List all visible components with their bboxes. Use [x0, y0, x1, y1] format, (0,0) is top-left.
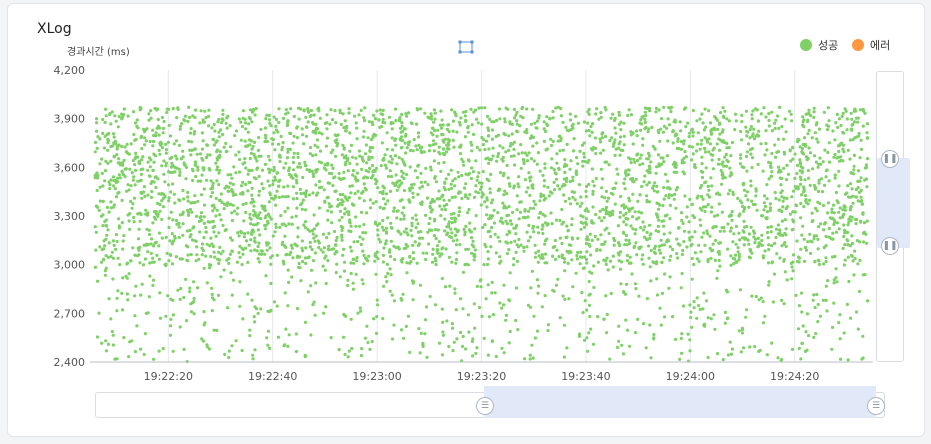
legend-label-success: 성공	[818, 39, 839, 52]
horizontal-range-selection[interactable]	[484, 386, 876, 418]
card-title: XLog	[37, 21, 72, 37]
vertical-range-bottom-handle[interactable]: ❚❚	[881, 237, 899, 255]
vertical-range-selection[interactable]	[877, 158, 910, 248]
error-dot-icon	[852, 39, 864, 51]
horizontal-range-left-handle[interactable]: ☰	[476, 397, 494, 415]
fit-zoom-icon[interactable]	[458, 40, 474, 54]
horizontal-range-right-handle[interactable]: ☰	[867, 397, 885, 415]
xlog-card	[7, 3, 925, 437]
legend-item-error[interactable]: 에러	[852, 37, 890, 53]
success-dot-icon	[800, 39, 812, 51]
legend-label-error: 에러	[870, 39, 891, 52]
vertical-range-top-handle[interactable]: ❚❚	[881, 150, 899, 168]
legend-item-success[interactable]: 성공	[800, 37, 838, 53]
y-axis-label: 경과시간 (ms)	[67, 47, 130, 58]
